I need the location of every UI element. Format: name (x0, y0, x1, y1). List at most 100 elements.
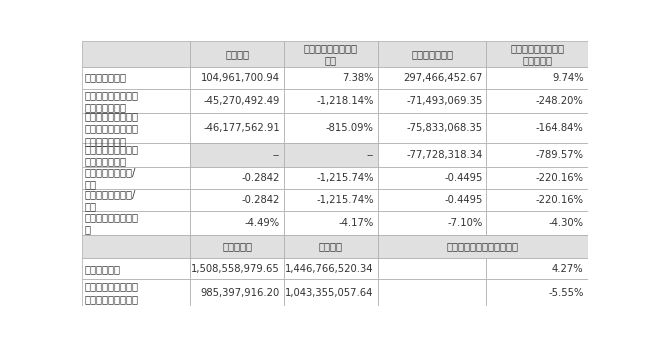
Bar (284, 67, 377, 89)
Text: 年初至报告期末比上
年同期增减: 年初至报告期末比上 年同期增减 (510, 43, 564, 65)
Text: -4.30%: -4.30% (549, 218, 584, 228)
Text: -1,215.74%: -1,215.74% (316, 195, 374, 205)
Bar (486, 143, 588, 167)
Text: 加权平均净资产收益
率: 加权平均净资产收益 率 (85, 212, 138, 234)
Bar (486, 41, 588, 67)
Text: -0.4495: -0.4495 (444, 195, 483, 205)
Bar (377, 114, 486, 143)
Text: -164.84%: -164.84% (536, 123, 584, 133)
Bar (191, 189, 284, 211)
Bar (191, 41, 284, 67)
Bar (82, 279, 191, 306)
Text: 本报告期末比上年度末增减: 本报告期末比上年度末增减 (447, 241, 518, 251)
Text: --: -- (366, 150, 374, 160)
Text: 4.27%: 4.27% (552, 264, 584, 274)
Bar (82, 114, 191, 143)
Bar (486, 258, 588, 279)
Bar (377, 189, 486, 211)
Text: -7.10%: -7.10% (447, 218, 483, 228)
Text: 归属于上市公司股东
的所有者权益（元）: 归属于上市公司股东 的所有者权益（元） (85, 281, 138, 304)
Text: --: -- (273, 150, 280, 160)
Text: 297,466,452.67: 297,466,452.67 (403, 73, 483, 83)
Bar (377, 279, 486, 306)
Text: 985,397,916.20: 985,397,916.20 (200, 288, 280, 298)
Text: -789.57%: -789.57% (535, 150, 584, 160)
Bar (82, 67, 191, 89)
Text: -1,215.74%: -1,215.74% (316, 173, 374, 183)
Bar (284, 189, 377, 211)
Text: 1,043,355,057.64: 1,043,355,057.64 (285, 288, 374, 298)
Text: 基本每股收益（元/
股）: 基本每股收益（元/ 股） (85, 167, 136, 189)
Bar (191, 114, 284, 143)
Bar (377, 41, 486, 67)
Bar (82, 143, 191, 167)
Bar (486, 89, 588, 114)
Text: 经营活动产生的现金
流量净额（元）: 经营活动产生的现金 流量净额（元） (85, 144, 138, 166)
Bar (191, 211, 284, 235)
Bar (284, 167, 377, 189)
Bar (82, 235, 191, 258)
Text: -77,728,318.34: -77,728,318.34 (406, 150, 483, 160)
Bar (284, 114, 377, 143)
Bar (284, 89, 377, 114)
Text: 稀释每股收益（元/
股）: 稀释每股收益（元/ 股） (85, 189, 136, 212)
Bar (191, 258, 284, 279)
Text: -815.09%: -815.09% (326, 123, 374, 133)
Text: -5.55%: -5.55% (549, 288, 584, 298)
Bar (377, 211, 486, 235)
Bar (284, 211, 377, 235)
Text: -0.2842: -0.2842 (242, 173, 280, 183)
Bar (486, 189, 588, 211)
Bar (486, 279, 588, 306)
Bar (82, 258, 191, 279)
Text: -4.49%: -4.49% (245, 218, 280, 228)
Bar (284, 143, 377, 167)
Bar (191, 67, 284, 89)
Text: -45,270,492.49: -45,270,492.49 (204, 96, 280, 106)
Bar (486, 67, 588, 89)
Text: -71,493,069.35: -71,493,069.35 (406, 96, 483, 106)
Text: -248.20%: -248.20% (536, 96, 584, 106)
Bar (377, 167, 486, 189)
Bar (191, 143, 284, 167)
Text: -4.17%: -4.17% (338, 218, 374, 228)
Text: -220.16%: -220.16% (535, 173, 584, 183)
Bar (284, 235, 377, 258)
Text: 本报告期比上年同期
增减: 本报告期比上年同期 增减 (304, 43, 358, 65)
Text: 104,961,700.94: 104,961,700.94 (201, 73, 280, 83)
Text: 总资产（元）: 总资产（元） (85, 264, 121, 274)
Bar (284, 41, 377, 67)
Text: 9.74%: 9.74% (552, 73, 584, 83)
Text: 1,508,558,979.65: 1,508,558,979.65 (191, 264, 280, 274)
Bar (191, 167, 284, 189)
Text: 上年度末: 上年度末 (319, 241, 343, 251)
Bar (82, 167, 191, 189)
Bar (191, 235, 284, 258)
Bar (377, 258, 486, 279)
Bar (377, 235, 588, 258)
Bar (82, 189, 191, 211)
Text: 归属于上市公司股东
的扣除非经常性损益
的净利润（元）: 归属于上市公司股东 的扣除非经常性损益 的净利润（元） (85, 111, 138, 146)
Text: 1,446,766,520.34: 1,446,766,520.34 (285, 264, 374, 274)
Bar (486, 211, 588, 235)
Text: 7.38%: 7.38% (342, 73, 374, 83)
Bar (486, 114, 588, 143)
Text: -75,833,068.35: -75,833,068.35 (406, 123, 483, 133)
Text: 本报告期: 本报告期 (225, 49, 249, 59)
Bar (82, 89, 191, 114)
Bar (191, 89, 284, 114)
Text: -0.2842: -0.2842 (242, 195, 280, 205)
Bar (377, 67, 486, 89)
Bar (82, 211, 191, 235)
Text: 年初至报告期末: 年初至报告期末 (411, 49, 453, 59)
Text: 本报告期末: 本报告期末 (222, 241, 252, 251)
Bar (377, 143, 486, 167)
Bar (284, 279, 377, 306)
Bar (284, 258, 377, 279)
Bar (486, 167, 588, 189)
Text: 营业收入（元）: 营业收入（元） (85, 73, 127, 83)
Text: 归属于上市公司股东
的净利润（元）: 归属于上市公司股东 的净利润（元） (85, 90, 138, 112)
Bar (191, 279, 284, 306)
Text: -46,177,562.91: -46,177,562.91 (203, 123, 280, 133)
Text: -220.16%: -220.16% (535, 195, 584, 205)
